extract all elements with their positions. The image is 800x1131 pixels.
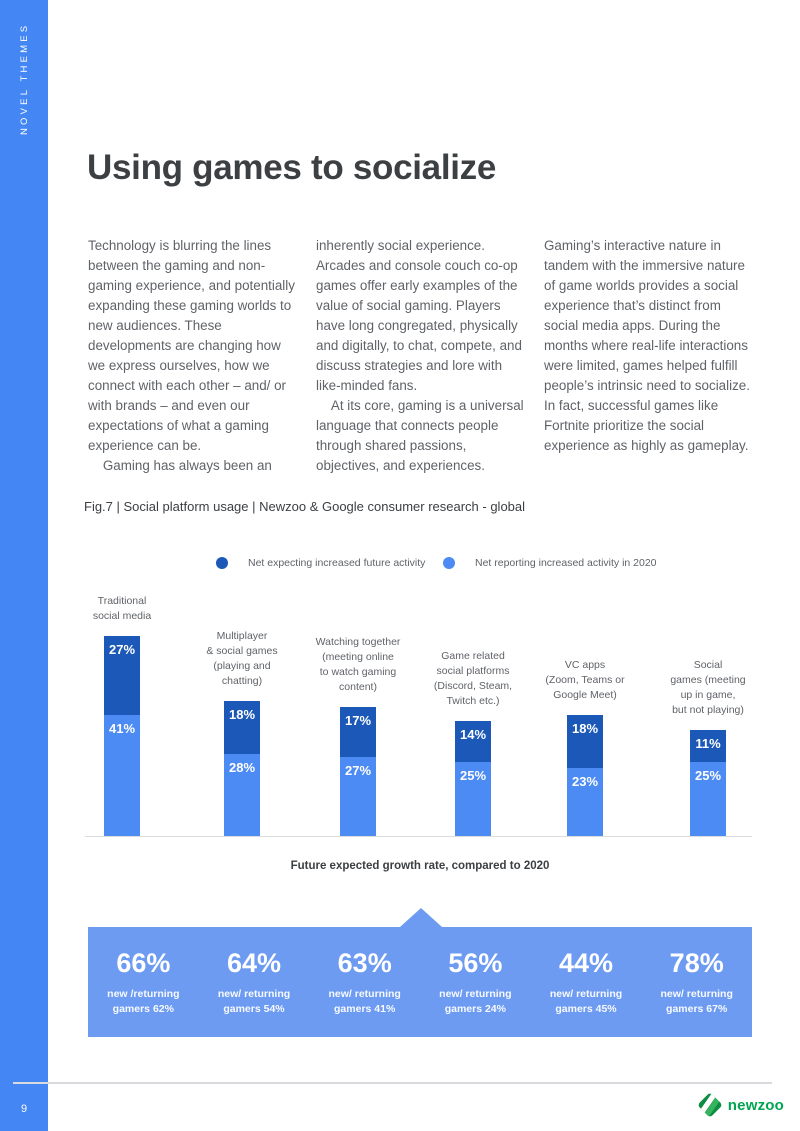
category-label: VC apps (Zoom, Teams or Google Meet) — [545, 659, 625, 701]
bar-segment-future: 18% — [567, 715, 603, 768]
bar-segment-future: 18% — [224, 701, 260, 754]
category-label: Game related social platforms (Discord, … — [433, 650, 513, 707]
section-label: NOVEL THEMES — [19, 22, 30, 135]
legend-dot-dark-icon — [216, 557, 228, 569]
stacked-bar: 11% 25% — [690, 730, 726, 836]
bar-segment-future: 11% — [690, 730, 726, 762]
growth-sublabel: new /returning gamers 62% — [107, 987, 180, 1015]
growth-column: 66% new /returning gamers 62% — [88, 927, 199, 1037]
newzoo-diamond-icon — [697, 1092, 723, 1118]
stacked-bar: 27% 41% — [104, 636, 140, 836]
article-column-2: inherently social experience. Arcades an… — [316, 238, 524, 473]
article-column-3: Gaming’s interactive nature in tandem wi… — [544, 238, 754, 453]
bar-chart: 27% 41% Traditional social media 18% 28% Mult… — [85, 586, 752, 837]
growth-sublabel: new/ returning gamers 24% — [439, 987, 512, 1015]
growth-column: 63% new/ returning gamers 41% — [309, 927, 420, 1037]
growth-sublabel: new/ returning gamers 67% — [660, 987, 733, 1015]
bar-segment-2020: 25% — [455, 762, 491, 836]
page-title: Using games to socialize — [87, 148, 497, 187]
growth-rate: 66% — [116, 947, 171, 978]
bar-segment-2020: 41% — [104, 715, 140, 836]
growth-rate: 64% — [226, 947, 282, 978]
growth-sublabel: new/ returning gamers 54% — [217, 987, 291, 1015]
category-label: Multiplayer & social games (playing and … — [206, 630, 278, 687]
sidebar: NOVEL THEMES 9 — [0, 0, 48, 1131]
bar-segment-2020: 25% — [690, 762, 726, 836]
legend-item-future: Net expecting increased future activity — [216, 557, 425, 569]
growth-column: 44% new/ returning gamers 45% — [531, 927, 642, 1037]
bar-segment-future: 14% — [455, 721, 491, 762]
legend-label-2020: Net reporting increased activity in 2020 — [475, 557, 657, 569]
category-label: Social games (meeting up in game, but no… — [670, 659, 746, 716]
bar-segment-2020: 28% — [224, 754, 260, 836]
category-label: Watching together (meeting online to wat… — [315, 636, 401, 693]
growth-sublabel: new/ returning gamers 45% — [549, 987, 623, 1015]
category-label: Traditional social media — [92, 595, 152, 622]
bar-segment-future: 17% — [340, 707, 376, 757]
legend-dot-light-icon — [443, 557, 455, 569]
article-columns: Technology is blurring the lines between… — [88, 236, 754, 476]
page-number: 9 — [20, 1103, 28, 1115]
growth-column: 64% new/ returning gamers 54% — [199, 927, 310, 1037]
stacked-bar: 18% 28% — [224, 701, 260, 836]
newzoo-logo: newzoo — [695, 1090, 784, 1120]
bar-segment-future: 27% — [104, 636, 140, 715]
growth-rate: 44% — [559, 947, 614, 978]
growth-band: 66% new /returning gamers 62% 64% new/ retu… — [88, 927, 752, 1037]
stacked-bar: 14% 25% — [455, 721, 491, 836]
stacked-bar: 18% 23% — [567, 715, 603, 836]
figure-caption: Fig.7 | Social platform usage | Newzoo &… — [84, 499, 526, 514]
growth-rate: 56% — [448, 947, 503, 978]
pointer-triangle-icon — [400, 908, 442, 927]
footer-divider — [13, 1082, 772, 1084]
bar-segment-2020: 27% — [340, 757, 376, 836]
stacked-bar: 17% 27% — [340, 707, 376, 836]
growth-band-title: Future expected growth rate, compared to… — [290, 860, 550, 872]
bar-segment-2020: 23% — [567, 768, 603, 836]
legend-label-future: Net expecting increased future activity — [248, 557, 426, 569]
growth-sublabel: new/ returning gamers 41% — [328, 987, 401, 1015]
newzoo-wordmark: newzoo — [727, 1096, 784, 1114]
growth-column: 78% new/ returning gamers 67% — [641, 927, 752, 1037]
growth-rate: 78% — [669, 947, 724, 978]
legend-item-2020: Net reporting increased activity in 2020 — [443, 557, 657, 569]
growth-column: 56% new/ returning gamers 24% — [420, 927, 531, 1037]
growth-rate: 63% — [337, 947, 392, 978]
article-column-1: Technology is blurring the lines between… — [88, 238, 295, 473]
